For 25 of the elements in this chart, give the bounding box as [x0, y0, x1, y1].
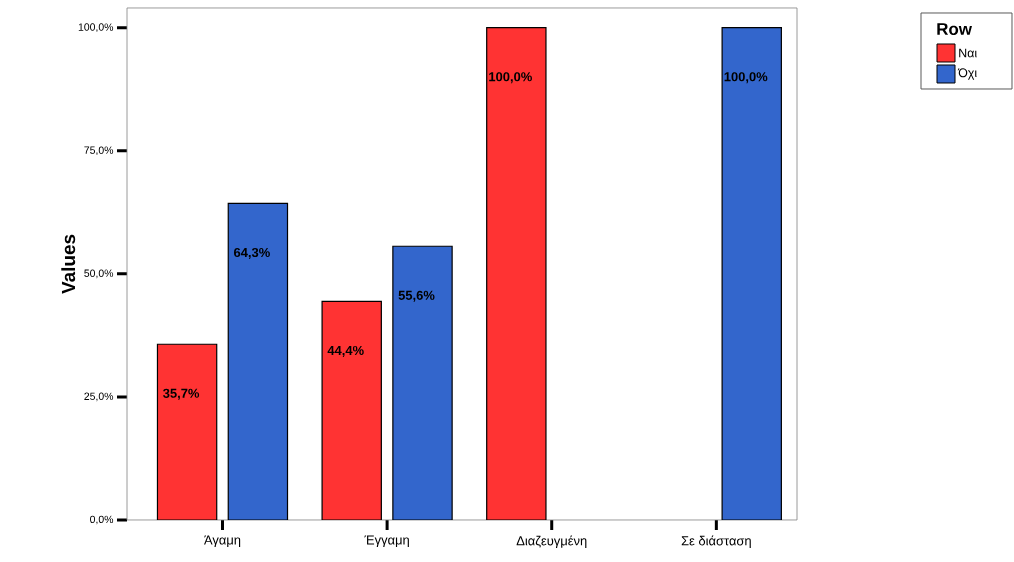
bar	[392, 245, 453, 520]
y-tick-label: 0,0%	[90, 515, 114, 525]
data-label: 35,7%	[163, 388, 200, 400]
x-tick-label: Άγαμη	[204, 535, 241, 548]
y-tick-label: 50,0%	[84, 269, 114, 279]
bar	[721, 27, 782, 520]
x-tick-label: Διαζευγμένη	[516, 535, 587, 548]
data-label: 55,6%	[398, 290, 435, 302]
x-tick-label: Έγγαμη	[364, 535, 409, 548]
bar	[321, 300, 382, 520]
y-axis-title: Values	[61, 234, 76, 294]
legend-label: Ναι	[959, 48, 977, 58]
data-label: 100,0%	[724, 72, 768, 84]
x-tick-label: Σε διάσταση	[681, 535, 751, 548]
data-label: 100,0%	[489, 72, 532, 84]
legend-title: Row	[937, 23, 972, 36]
bar	[227, 202, 289, 520]
bar	[486, 27, 547, 520]
y-tick-label: 25,0%	[84, 392, 114, 402]
data-label: 44,4%	[327, 345, 364, 357]
legend-label: Όχι	[957, 68, 977, 80]
bar	[156, 343, 218, 520]
y-tick-label: 100,0%	[78, 23, 114, 32]
data-label: 64,3%	[233, 247, 270, 259]
y-tick-label: 75,0%	[84, 146, 114, 156]
